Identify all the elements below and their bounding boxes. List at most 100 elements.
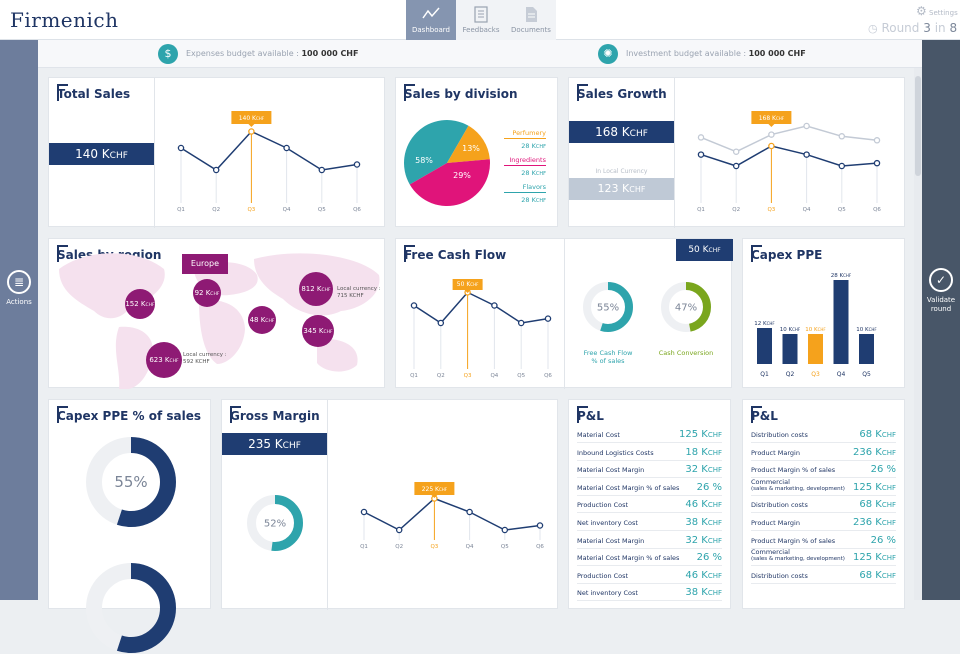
pl-row: Production Cost 46 KCHF: [577, 496, 722, 514]
bar[interactable]: [859, 334, 874, 364]
sales-growth-title: Sales Growth: [577, 84, 667, 101]
settings-button[interactable]: ⚙ Settings: [916, 4, 958, 18]
total-sales-card: Total Sales 140 KCHF Q1 Q2 Q3 Q4 Q5 Q6 140 KCH…: [48, 77, 385, 228]
data-point[interactable]: [536, 522, 544, 529]
x-tick-label: Q1: [697, 207, 705, 213]
data-point[interactable]: [697, 134, 705, 141]
pl-row: Material Cost Margin % of sales 26 %: [577, 549, 722, 567]
data-point[interactable]: [248, 128, 255, 135]
data-point[interactable]: [283, 144, 290, 152]
region-bubble[interactable]: 812 KCHF: [299, 272, 333, 306]
free-cash-flow-title: Free Cash Flow: [404, 245, 507, 262]
series-line: [413, 291, 549, 324]
x-tick-label: Q3: [247, 207, 255, 213]
settings-label: Settings: [929, 9, 958, 17]
data-point[interactable]: [732, 162, 740, 170]
data-point[interactable]: [873, 137, 881, 144]
pl-row-value: 68 KCHF: [859, 569, 896, 581]
validate-round-button[interactable]: ✓ Validate round: [922, 268, 960, 314]
free-cash-flow-card: Free Cash Flow 50 KCHF Q1 Q2 Q3 Q4 Q5 Q6 50 KC…: [395, 238, 733, 389]
total-sales-unit: CHF: [109, 151, 128, 161]
expenses-budget: $ Expenses budget available : 100 000 CH…: [158, 44, 358, 64]
series-line: [363, 497, 541, 531]
data-point[interactable]: [873, 159, 881, 167]
data-point[interactable]: [768, 131, 775, 138]
data-point[interactable]: [395, 526, 403, 534]
series-line: [700, 125, 878, 153]
capex-pct-title: Capex PPE % of sales: [57, 406, 201, 423]
data-point[interactable]: [353, 161, 361, 168]
validate-line2: round: [930, 305, 952, 313]
bar[interactable]: [833, 280, 849, 364]
data-point[interactable]: [212, 166, 220, 174]
data-point[interactable]: [360, 508, 368, 516]
pl-row-value: 125 KCHF: [852, 481, 896, 493]
tab-dashboard[interactable]: Dashboard: [406, 0, 456, 40]
bar[interactable]: [757, 328, 772, 364]
local2-label: Local currency :: [183, 352, 227, 358]
region-bubble[interactable]: 345 KCHF: [302, 315, 334, 347]
data-point[interactable]: [768, 142, 775, 150]
data-point[interactable]: [803, 122, 810, 130]
pie-slice-label: 13%: [462, 144, 480, 153]
pl-row-label: Product Margin % of sales: [751, 536, 836, 545]
data-point[interactable]: [437, 319, 445, 327]
chart-line-icon: [422, 7, 440, 19]
donut-label: 52%: [264, 518, 286, 529]
round-current: 3: [923, 21, 931, 35]
donut-arc: [583, 282, 633, 332]
data-point[interactable]: [732, 148, 740, 155]
bar-label: 10 KCHF: [856, 327, 877, 333]
x-tick-label: Q2: [732, 207, 740, 213]
tab-documents[interactable]: Documents: [506, 0, 556, 40]
data-point[interactable]: [838, 162, 846, 170]
x-tick-label: Q1: [760, 371, 769, 378]
region-bubble[interactable]: 48 KCHF: [248, 306, 276, 334]
atom-icon: ✺: [598, 44, 618, 64]
pie-slice[interactable]: [409, 159, 490, 206]
pie-slice[interactable]: [404, 119, 469, 185]
legend-item: Perfumery 28 KCHF: [504, 129, 546, 150]
data-point[interactable]: [544, 315, 552, 322]
data-point[interactable]: [517, 319, 525, 327]
data-point[interactable]: [177, 144, 185, 152]
scrollbar-thumb[interactable]: [915, 76, 921, 176]
tab-documents-label: Documents: [511, 26, 551, 34]
x-tick-label: Q3: [767, 207, 775, 213]
x-tick-label: Q4: [466, 544, 474, 550]
x-tick-label: Q4: [803, 207, 811, 213]
data-point[interactable]: [501, 526, 509, 534]
bar[interactable]: [808, 334, 823, 364]
right-sidebar: ✓ Validate round: [922, 40, 960, 600]
bar[interactable]: [782, 334, 798, 364]
pl-row-value: 32 KCHF: [685, 534, 722, 546]
data-point[interactable]: [410, 302, 418, 309]
data-point[interactable]: [803, 151, 810, 158]
scrollbar-track[interactable]: [914, 68, 922, 600]
expenses-value: 100 000 CHF: [301, 49, 359, 58]
data-point[interactable]: [466, 508, 473, 516]
data-point[interactable]: [697, 151, 705, 158]
data-point[interactable]: [491, 302, 498, 309]
capex-ppe-card: Capex PPE 12 KCHF Q1 10 KCHF Q2 10 KCHF Q3 28 …: [742, 238, 905, 388]
actions-button[interactable]: ≣ Actions: [0, 270, 38, 307]
data-point[interactable]: [318, 166, 326, 174]
clipboard-icon: [474, 6, 488, 23]
pl-row-label: Inbound Logistics Costs: [577, 448, 654, 457]
firmenich-logo[interactable]: Firmenich: [10, 8, 119, 32]
pl-row: Distribution costs 68 KCHF: [751, 567, 896, 584]
clock-icon: ◷: [868, 22, 878, 35]
data-point[interactable]: [838, 133, 846, 140]
region-bubble[interactable]: 92 KCHF: [193, 279, 221, 307]
fcf-donut-caption: Free Cash Flow % of sales: [574, 349, 642, 365]
tab-feedbacks[interactable]: Feedbacks: [456, 0, 506, 40]
pl-row-value: 68 KCHF: [859, 499, 896, 511]
sales-growth-card: Sales Growth 168 KCHF In Local Currency …: [568, 77, 905, 228]
pl-row-value: 46 KCHF: [685, 569, 722, 581]
region-bubble[interactable]: 623 KCHF: [146, 342, 182, 378]
chart-tooltip: [751, 111, 792, 124]
region-bubble[interactable]: 152 KCHF: [125, 289, 155, 319]
pie-slice[interactable]: [447, 125, 490, 163]
capex-pct-donut-2: [86, 563, 176, 653]
total-sales-title: Total Sales: [57, 84, 131, 101]
